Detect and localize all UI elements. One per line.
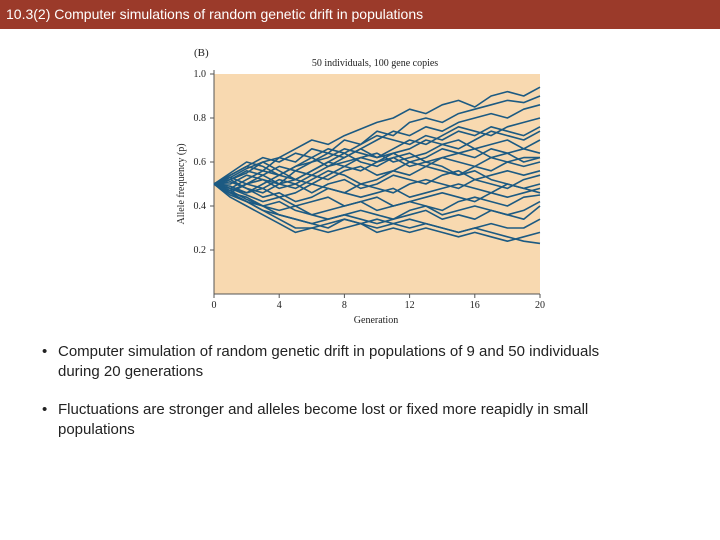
series-line-16 — [213, 183, 541, 225]
x-tick-label: 0 — [212, 300, 217, 311]
bullet-item: • Computer simulation of random genetic d… — [40, 342, 640, 382]
series-line-17 — [213, 183, 541, 234]
series-line-12 — [213, 181, 541, 203]
title-bar: 10.3(2) Computer simulations of random g… — [0, 0, 720, 29]
y-tick-label: 0.2 — [194, 245, 207, 256]
series-line-9 — [213, 161, 541, 194]
x-tick-label: 4 — [277, 300, 282, 311]
series-line-20 — [213, 148, 541, 185]
series-line-14 — [213, 183, 541, 216]
series-line-15 — [213, 183, 541, 220]
panel-label: (B) — [194, 47, 209, 59]
slide-title: 10.3(2) Computer simulations of random g… — [6, 6, 424, 22]
x-axis-label: Generation — [354, 315, 398, 326]
x-tick-label: 8 — [342, 300, 347, 311]
bullet-icon: • — [42, 401, 48, 418]
bullet-text: Computer simulation of random genetic dr… — [58, 343, 600, 380]
series-line-1 — [213, 86, 541, 185]
series-line-13 — [213, 183, 541, 207]
y-tick-label: 1.0 — [194, 69, 207, 80]
series-line-2 — [213, 95, 541, 185]
bullet-list: • Computer simulation of random genetic d… — [40, 342, 640, 458]
series-line-6 — [213, 139, 541, 185]
series-line-18 — [213, 183, 541, 242]
chart-title: 50 individuals, 100 gene copies — [312, 58, 438, 69]
series-line-8 — [214, 156, 540, 190]
series-line-21 — [213, 148, 541, 194]
bullet-text: Fluctuations are stronger and alleles be… — [58, 401, 589, 438]
x-tick-label: 16 — [470, 300, 480, 311]
series-line-19 — [213, 183, 541, 245]
series-line-11 — [213, 174, 541, 198]
y-tick-label: 0.4 — [194, 201, 207, 212]
x-tick-label: 20 — [535, 300, 545, 311]
series-line-7 — [213, 148, 541, 194]
bullet-icon: • — [42, 343, 48, 360]
series-line-22 — [213, 126, 541, 185]
x-tick-label: 12 — [405, 300, 415, 311]
drift-chart: 0 4 8 12 16 20 0.2 0.4 0.6 0.8 1.0 (B) 50 individu… — [176, 47, 545, 326]
y-tick-label: 0.6 — [194, 157, 207, 168]
bullet-item: • Fluctuations are stronger and alleles b… — [40, 400, 640, 440]
y-tick-label: 0.8 — [194, 113, 207, 124]
y-axis-label: Allele frequency (p) — [176, 143, 187, 224]
